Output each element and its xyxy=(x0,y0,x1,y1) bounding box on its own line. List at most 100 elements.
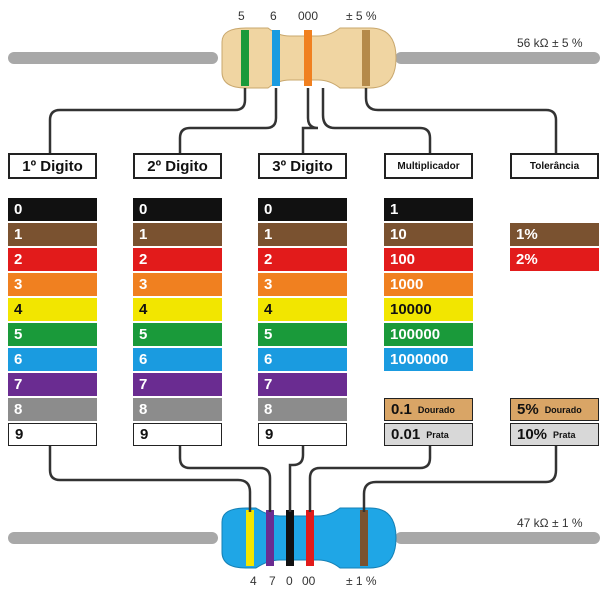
digit-2-band: 8 xyxy=(133,398,222,421)
top-resistor-lead-right xyxy=(395,52,600,64)
digit-1-band: 9 xyxy=(8,423,97,446)
digit-2-band: 1 xyxy=(133,223,222,246)
digit-1-band-label: 3 xyxy=(14,276,23,293)
tolerance-band-label: 5% xyxy=(517,401,539,418)
multiplier-band: 1000 xyxy=(384,273,473,296)
digit-2-band-label: 4 xyxy=(139,301,148,318)
multiplier-column: 1 10 100 1000 10000 100000 1000000 0.1 Dourado 0.… xyxy=(384,198,473,448)
digit-2-band: 4 xyxy=(133,298,222,321)
digit-1-column: 0 1 2 3 4 5 6 7 8 9 xyxy=(8,198,97,448)
multiplier-band-label: 10 xyxy=(390,226,407,243)
digit-1-band: 6 xyxy=(8,348,97,371)
tolerance-band-label: 2% xyxy=(516,251,538,268)
digit-2-band-label: 7 xyxy=(139,376,148,393)
digit-2-band-label: 1 xyxy=(139,226,148,243)
multiplier-band: 10000 xyxy=(384,298,473,321)
multiplier-band: 100000 xyxy=(384,323,473,346)
tolerance-band: 2% xyxy=(510,248,599,271)
digit-1-band-label: 8 xyxy=(14,401,23,418)
digit-2-band: 6 xyxy=(133,348,222,371)
header-multiplier: Multiplicador xyxy=(384,153,473,179)
multiplier-band-sublabel: Dourado xyxy=(417,404,455,415)
digit-3-band-label: 5 xyxy=(264,326,273,343)
bottom-resistor-lead-left xyxy=(8,532,218,544)
multiplier-band-label: 100000 xyxy=(390,326,441,343)
digit-3-band: 6 xyxy=(258,348,347,371)
bottom-resistor-band-5 xyxy=(360,510,368,566)
digit-3-band: 9 xyxy=(258,423,347,446)
digit-1-band-label: 6 xyxy=(14,351,23,368)
header-tolerance: Tolerância xyxy=(510,153,599,179)
digit-3-band: 7 xyxy=(258,373,347,396)
digit-3-band: 3 xyxy=(258,273,347,296)
tolerance-band-label: 1% xyxy=(516,226,538,243)
tolerance-band-label: 10% xyxy=(517,426,548,443)
digit-1-band-label: 7 xyxy=(14,376,23,393)
digit-2-band: 0 xyxy=(133,198,222,221)
digit-3-band: 0 xyxy=(258,198,347,221)
tolerance-band-sublabel: Prata xyxy=(553,429,576,440)
digit-2-column: 0 1 2 3 4 5 6 7 8 9 xyxy=(133,198,222,448)
digit-2-band: 2 xyxy=(133,248,222,271)
bottom-resistor-band-4 xyxy=(306,510,314,566)
bottom-band-label-1: 4 xyxy=(250,574,257,588)
multiplier-band: 100 xyxy=(384,248,473,271)
tolerance-band: 10% Prata xyxy=(510,423,599,446)
multiplier-band: 1000000 xyxy=(384,348,473,371)
header-digit-1: 1º Digito xyxy=(8,153,97,179)
top-resistor-band-4 xyxy=(362,30,370,86)
digit-3-band: 1 xyxy=(258,223,347,246)
digit-2-band-label: 8 xyxy=(139,401,148,418)
digit-2-band: 9 xyxy=(133,423,222,446)
digit-1-band: 5 xyxy=(8,323,97,346)
top-resistor-band-2 xyxy=(272,30,280,86)
top-resistor-band-1 xyxy=(241,30,249,86)
digit-3-column: 0 1 2 3 4 5 6 7 8 9 xyxy=(258,198,347,448)
top-band-label-3: 000 xyxy=(298,9,319,23)
top-band-label-2: 6 xyxy=(270,9,277,23)
digit-1-band: 3 xyxy=(8,273,97,296)
digit-1-band: 1 xyxy=(8,223,97,246)
digit-3-band-label: 9 xyxy=(265,426,274,443)
tolerance-band: 5% Dourado xyxy=(510,398,599,421)
digit-1-band-label: 1 xyxy=(14,226,23,243)
digit-3-band-label: 1 xyxy=(264,226,273,243)
digit-2-band-label: 6 xyxy=(139,351,148,368)
digit-1-band: 8 xyxy=(8,398,97,421)
multiplier-band-label: 1000 xyxy=(390,276,424,293)
digit-2-band-label: 5 xyxy=(139,326,148,343)
bottom-resistor-value: 47 kΩ ± 1 % xyxy=(517,516,583,530)
top-band-label-1: 5 xyxy=(238,9,245,23)
digit-1-band-label: 2 xyxy=(14,251,23,268)
top-band-label-4: ± 5 % xyxy=(346,9,377,23)
multiplier-band-label: 0.01 xyxy=(391,426,421,443)
digit-3-band-label: 8 xyxy=(264,401,273,418)
digit-3-band: 2 xyxy=(258,248,347,271)
digit-1-band: 0 xyxy=(8,198,97,221)
bottom-resistor-band-2 xyxy=(266,510,274,566)
digit-2-band-label: 0 xyxy=(139,201,148,218)
bottom-band-label-4: 00 xyxy=(302,574,316,588)
digit-3-band-label: 4 xyxy=(264,301,273,318)
multiplier-band: 10 xyxy=(384,223,473,246)
header-digit-2: 2º Digito xyxy=(133,153,222,179)
digit-2-band: 3 xyxy=(133,273,222,296)
multiplier-band: 1 xyxy=(384,198,473,221)
bottom-resistor-lead-right xyxy=(395,532,600,544)
tolerance-band-sublabel: Dourado xyxy=(544,404,582,415)
multiplier-band: 0.01 Prata xyxy=(384,423,473,446)
digit-1-band-label: 0 xyxy=(14,201,23,218)
digit-3-band-label: 0 xyxy=(264,201,273,218)
digit-3-band-label: 2 xyxy=(264,251,273,268)
digit-1-band: 2 xyxy=(8,248,97,271)
multiplier-band: 0.1 Dourado xyxy=(384,398,473,421)
multiplier-band-label: 10000 xyxy=(390,301,432,318)
bottom-resistor-band-1 xyxy=(246,510,254,566)
digit-1-band: 4 xyxy=(8,298,97,321)
digit-3-band-label: 7 xyxy=(264,376,273,393)
tolerance-column: 1% 2% 5% Dourado 10% Prata xyxy=(510,198,599,448)
bottom-resistor-band-3 xyxy=(286,510,294,566)
digit-2-band: 7 xyxy=(133,373,222,396)
digit-3-band: 8 xyxy=(258,398,347,421)
